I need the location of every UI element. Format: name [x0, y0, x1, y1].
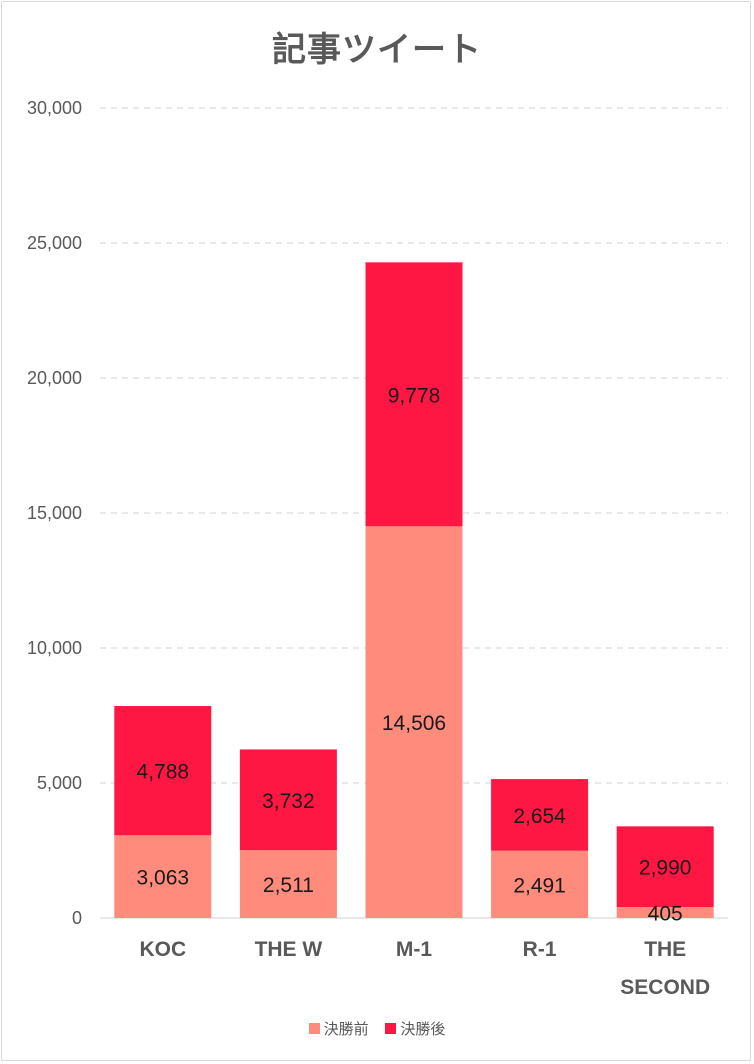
data-label: 2,511: [263, 874, 314, 897]
legend-item-after: 決勝後: [385, 1018, 445, 1039]
x-category-label: SECOND: [620, 976, 710, 999]
data-label: 4,788: [137, 761, 190, 784]
y-tick-label: 10,000: [27, 638, 82, 658]
chart-title: 記事ツイート: [272, 30, 482, 70]
data-label: 405: [648, 903, 683, 926]
x-category-label: THE W: [255, 938, 323, 961]
bar-after: [365, 262, 463, 527]
x-category-label: M-1: [396, 938, 432, 961]
data-label: 2,491: [513, 874, 566, 897]
bar-after: [616, 826, 714, 908]
x-category-label: R-1: [523, 938, 557, 961]
y-tick-label: 5,000: [37, 773, 82, 793]
bar-before: [239, 850, 337, 918]
x-category-label: KOC: [139, 938, 186, 961]
bar-before: [616, 907, 714, 918]
bar-before: [114, 835, 212, 918]
chart-legend: 決勝前 決勝後: [0, 1018, 754, 1039]
legend-label-before: 決勝前: [323, 1020, 369, 1038]
bar-after: [239, 749, 337, 851]
legend-swatch-before: [308, 1023, 320, 1034]
legend-swatch-after: [385, 1023, 397, 1034]
bar-after: [114, 706, 212, 836]
bar-after: [491, 779, 589, 851]
x-category-label: THE: [644, 938, 686, 961]
y-tick-label: 15,000: [27, 503, 82, 523]
data-label: 3,732: [262, 790, 315, 813]
legend-item-before: 決勝前: [308, 1018, 369, 1039]
data-label: 2,654: [513, 805, 566, 828]
data-label: 2,990: [639, 857, 692, 880]
y-tick-label: 25,000: [27, 233, 82, 253]
data-label: 14,506: [382, 712, 446, 735]
y-tick-label: 30,000: [27, 98, 82, 118]
bar-before: [365, 526, 463, 918]
y-tick-label: 20,000: [27, 368, 82, 388]
y-tick-label: 0: [72, 908, 82, 928]
bar-before: [491, 850, 589, 918]
legend-label-after: 決勝後: [400, 1020, 446, 1038]
data-label: 3,063: [137, 867, 190, 890]
data-label: 9,778: [388, 384, 441, 407]
